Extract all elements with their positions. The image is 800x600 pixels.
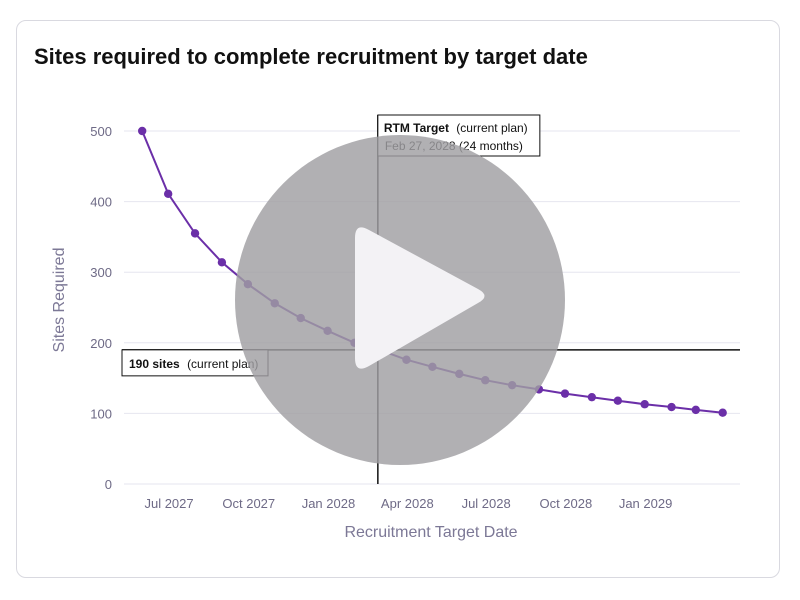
x-tick-label: Jul 2028 [462,496,511,511]
y-axis-ticks: 0 100 200 300 400 500 [90,124,112,492]
rtm-target-label-bold: RTM Target [384,121,449,135]
current-plan-sites-label-rest: (current plan) [187,357,258,371]
data-point [640,400,649,409]
data-point [691,405,701,415]
current-plan-sites-label-text: 190 sites (current plan) [129,357,258,371]
y-tick-label: 300 [90,265,112,280]
data-point [190,229,200,238]
data-point [217,258,227,267]
y-axis-title: Sites Required [51,248,68,353]
x-axis-ticks: Jul 2027 Oct 2027 Jan 2028 Apr 2028 Jul 2028… [144,496,672,511]
y-tick-label: 0 [105,477,112,492]
rtm-target-label-line1: RTM Target (current plan) [384,121,528,135]
x-tick-label: Jan 2029 [619,496,673,511]
data-point [613,396,623,405]
current-plan-sites-label-bold: 190 sites [129,357,180,371]
y-tick-label: 400 [90,195,112,210]
current-plan-sites-label-box [121,349,269,377]
data-point [718,408,727,417]
video-play-button[interactable] [235,135,565,465]
x-tick-label: Oct 2028 [539,496,592,511]
data-point [587,392,597,402]
y-tick-label: 100 [90,406,112,421]
data-point [163,189,173,199]
chart-title: Sites required to complete recruitment b… [34,44,588,69]
data-point [667,402,676,412]
y-tick-label: 200 [90,336,112,351]
current-plan-sites-label: 190 sites (current plan) [121,349,269,377]
x-tick-label: Jan 2028 [302,496,356,511]
x-axis-title: Recruitment Target Date [344,524,517,541]
rtm-target-label-rest: (current plan) [456,121,527,135]
data-point [137,126,147,136]
x-tick-label: Jul 2027 [144,496,193,511]
x-tick-label: Apr 2028 [381,496,434,511]
data-point [560,389,570,398]
play-icon[interactable] [355,227,485,369]
y-tick-label: 500 [90,124,112,139]
x-tick-label: Oct 2027 [222,496,275,511]
